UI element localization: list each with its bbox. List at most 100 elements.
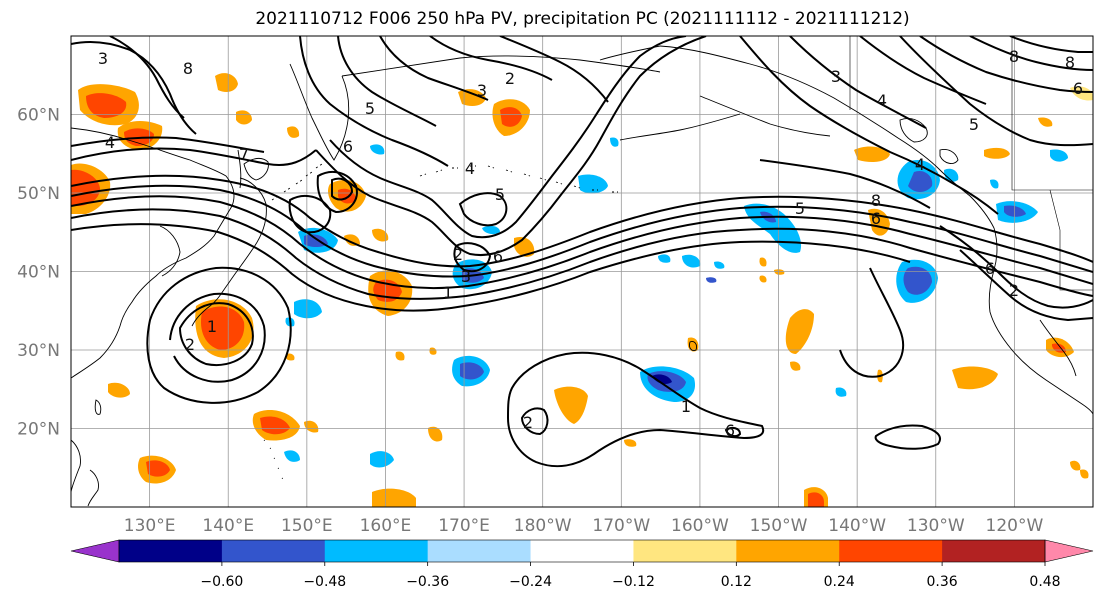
colorbar-tick-label: 0.24: [824, 574, 855, 590]
contour-label: 4: [915, 155, 925, 174]
contour-label: 8: [183, 59, 193, 78]
precip-blob: [86, 93, 127, 118]
precip-blob: [808, 492, 824, 507]
contour-label: 5: [365, 99, 375, 118]
pv-contour: [739, 36, 999, 215]
contour-label: 2: [523, 413, 533, 432]
pv-contour: [71, 147, 317, 166]
precip-blob: [854, 146, 890, 162]
precip-blob: [652, 374, 672, 384]
coastline: [341, 55, 661, 77]
precip-blob: [759, 275, 767, 283]
precip-blob: [236, 110, 252, 125]
precip-blob: [714, 261, 725, 269]
contour-label: 1: [443, 283, 453, 302]
precip-blob: [372, 228, 389, 242]
pv-contour: [919, 36, 1093, 93]
pv-contour: [520, 407, 549, 436]
precip-blob: [706, 277, 717, 283]
colorbar-tick-label: −0.24: [509, 574, 552, 590]
pv-contour: [379, 36, 489, 101]
contour-label: 1: [207, 317, 217, 336]
contour-label: 8: [1065, 53, 1075, 72]
coastline: [699, 95, 831, 137]
lat-tick-label: 60°N: [17, 106, 60, 126]
contour-label: 4: [877, 91, 887, 110]
latitude-labels: 60°N 50°N 40°N 30°N 20°N: [17, 106, 60, 440]
lat-tick-label: 50°N: [17, 184, 60, 204]
precip-blob: [554, 386, 588, 424]
pv-contour: [1009, 36, 1093, 53]
precip-blob: [1038, 117, 1053, 127]
precip-blob: [658, 254, 671, 263]
precip-blob: [294, 299, 322, 319]
pv-contours: [71, 36, 1093, 468]
contour-label: 2: [185, 335, 195, 354]
colorbar-segment: [324, 540, 429, 562]
contour-label: 8: [871, 191, 881, 210]
lon-tick-label: 120°W: [986, 516, 1044, 536]
pv-contour: [939, 225, 1093, 309]
pv-contour: [71, 208, 1093, 300]
coastline: [159, 225, 181, 277]
pv-contour: [759, 159, 931, 209]
precip-blob: [500, 107, 522, 127]
precip-blob: [1070, 86, 1093, 101]
pv-contour: [789, 36, 927, 129]
contour-label: 5: [495, 185, 505, 204]
coastline: [1039, 319, 1077, 377]
pv-contour: [71, 195, 1093, 289]
precip-blob: [460, 362, 484, 380]
border: [1011, 36, 1093, 191]
pv-contour: [969, 36, 1093, 71]
contour-label: 6: [871, 209, 881, 228]
longitude-labels: 130°E 140°E 150°E 160°E 170°E 180°W 170°W 160°W…: [124, 516, 1044, 536]
colorbar-tick-label: −0.36: [406, 574, 449, 590]
precip-blob: [984, 147, 1010, 159]
contour-label: 6: [725, 421, 735, 440]
pv-contour: [874, 424, 941, 450]
contour-label: 2: [1009, 281, 1019, 300]
colorbar-tick-label: −0.12: [612, 574, 655, 590]
precip-blob: [395, 351, 405, 361]
lon-tick-label: 180°W: [514, 516, 572, 536]
pv-contour: [499, 36, 609, 103]
contour-label: 3: [98, 49, 108, 68]
coastline: [899, 117, 928, 143]
colorbar-segment: [839, 540, 943, 562]
precip-blob: [952, 366, 998, 390]
coastline: [71, 439, 81, 493]
lon-tick-label: 160°E: [360, 516, 412, 536]
coastline: [689, 341, 697, 351]
precip-blob: [108, 382, 130, 398]
contour-label: 6: [985, 259, 995, 278]
contour-label: 8: [1009, 47, 1019, 66]
pv-contour: [859, 36, 987, 105]
precip-blob: [287, 126, 300, 138]
precip-blob: [200, 306, 245, 350]
precip-blob: [790, 361, 801, 371]
contour-label: 2: [453, 245, 463, 264]
figure-title: 2021110712 F006 250 hPa PV, precipitatio…: [255, 9, 910, 29]
pv-contour: [178, 302, 254, 366]
contour-label: 3: [477, 81, 487, 100]
lat-tick-label: 20°N: [17, 420, 60, 440]
coastline: [939, 149, 959, 164]
precip-blob: [146, 460, 170, 477]
lon-tick-label: 140°E: [202, 516, 254, 536]
coastline: [237, 149, 242, 189]
contour-label: 4: [105, 133, 115, 152]
precip-blob: [372, 488, 416, 507]
lon-tick-label: 140°W: [828, 516, 886, 536]
gridlines: [71, 36, 1093, 507]
pv-contour: [839, 267, 905, 378]
contour-label: 5: [795, 199, 805, 218]
colorbar-frame: [118, 539, 1046, 563]
colorbar-extend-high: [1044, 539, 1094, 563]
pv-contour: [71, 136, 265, 153]
contour-label: 3: [461, 267, 471, 286]
precip-blob: [903, 266, 932, 295]
contour-label: 6: [343, 137, 353, 156]
precip-blob: [835, 387, 847, 397]
